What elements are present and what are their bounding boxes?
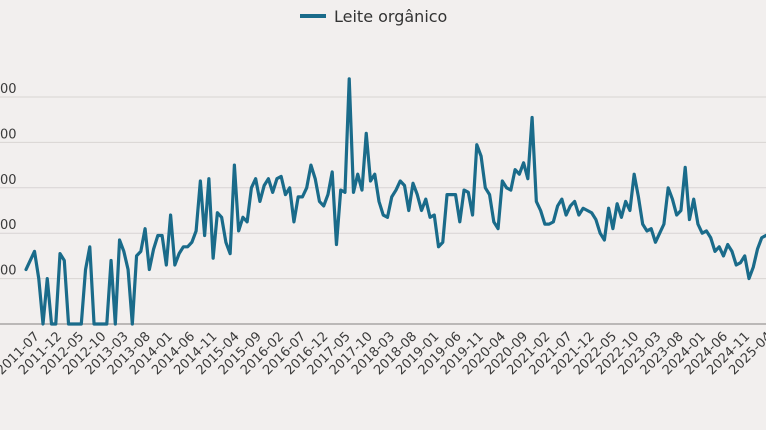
y-tick-label-0: 00 [0,264,17,279]
y-tick-label-1: 00 [0,218,17,233]
y-tick-label-2: 00 [0,173,17,188]
series-line-leite-organico [24,77,766,326]
legend-label: Leite orgânico [334,7,447,26]
y-tick-label-3: 00 [0,127,17,142]
x-axis: 2011-072011-122012-052012-102013-032013-… [0,329,766,378]
y-tick-label-4: 00 [0,82,17,97]
y-axis: 00 00 00 00 00 [0,82,17,279]
legend: Leite orgânico [300,7,447,26]
series-layer [24,77,766,326]
